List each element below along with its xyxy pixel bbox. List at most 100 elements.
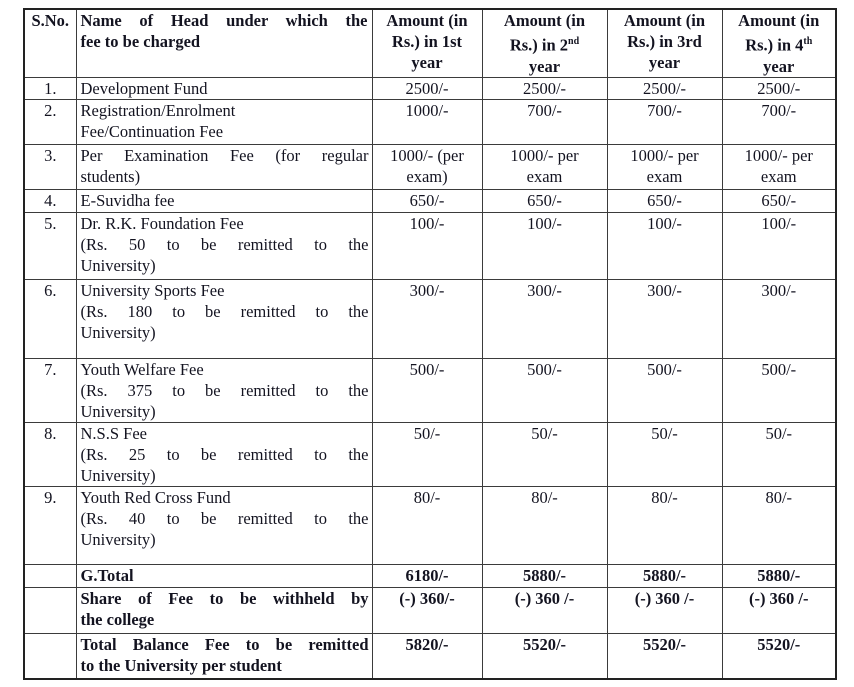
header-row: S.No. Name of Head under which the fee to… <box>23 8 837 78</box>
text-line: Rs.) in 4th <box>745 35 813 55</box>
cell-fee-head-name: Per Examination Fee (for regular students… <box>75 143 373 190</box>
header-amount-year4: Amount (in Rs.) in 4th year <box>721 8 837 78</box>
text-line: 700/- <box>647 100 682 120</box>
table-row: 1. Development Fund 2500/- 2500/- 2500/- 2500… <box>23 76 837 100</box>
text-line: 2500/- <box>405 78 449 98</box>
text-line: Fee/Continuation Fee <box>80 121 224 141</box>
cell-amount-year3: 1000/- per exam <box>606 143 723 190</box>
cell-amount-year1: 500/- <box>371 357 483 423</box>
text-line: 500/- <box>409 359 445 379</box>
text-line: exam <box>646 166 683 186</box>
text-line: the college <box>80 609 155 629</box>
cell-amount-year3: 5520/- <box>606 632 723 680</box>
cell-amount-year4: 300/- <box>721 278 837 359</box>
cell-serial-number: 2. <box>23 98 77 145</box>
cell-amount-year1: 100/- <box>371 211 483 280</box>
text-line: 80/- <box>651 487 678 507</box>
fee-table-body: 1. Development Fund 2500/- 2500/- 2500/- 2500… <box>23 76 837 680</box>
text-line: 5520/- <box>522 634 567 654</box>
text-line: 1000/- (per <box>390 145 464 165</box>
cell-fee-head-name: Youth Welfare Fee (Rs. 375 to be remitted… <box>75 357 373 423</box>
cell-amount-year3: 80/- <box>606 485 723 565</box>
text-line: 100/- <box>409 213 445 233</box>
cell-serial-number <box>23 563 77 588</box>
text-line: 2500/- <box>757 78 801 98</box>
text-line: University) <box>80 322 156 342</box>
table-row: G.Total 6180/- 5880/- 5880/- 5880/- <box>23 563 837 588</box>
text-line: 300/- <box>647 280 682 300</box>
cell-amount-year4: 100/- <box>721 211 837 280</box>
cell-amount-year3: 500/- <box>606 357 723 423</box>
text-line: 5520/- <box>642 634 687 654</box>
cell-serial-number: 6. <box>23 278 77 359</box>
cell-amount-year3: 50/- <box>606 421 723 487</box>
header-amount-year3: Amount (in Rs.) in 3rd year <box>606 8 723 78</box>
text-line: 650/- <box>527 190 562 210</box>
cell-amount-year2: 5880/- <box>481 563 608 588</box>
text-line: Amount (in <box>503 11 586 30</box>
text-line: (Rs. 25 to be remitted to the <box>80 444 369 464</box>
cell-amount-year2: 5520/- <box>481 632 608 680</box>
cell-amount-year4: 80/- <box>721 485 837 565</box>
table-row: 2. Registration/Enrolment Fee/Continuation… <box>23 98 837 145</box>
text-line: Rs.) in 2nd <box>509 35 580 55</box>
text-line: Development Fund <box>80 78 208 98</box>
text-line: (Rs. 50 to be remitted to the <box>80 234 369 254</box>
cell-amount-year2: 80/- <box>481 485 608 565</box>
text-line: to the University per student <box>80 655 282 675</box>
text-line: 5880/- <box>757 565 801 585</box>
text-line: Amount (in <box>738 11 820 30</box>
text-line: Youth Red Cross Fund <box>80 487 231 507</box>
text-line: Rs.) in 1st <box>391 32 463 51</box>
text-line: Rs.) in 3rd <box>627 32 702 51</box>
fee-structure-table: S.No. Name of Head under which the fee to… <box>23 8 837 680</box>
header-amount-year1: Amount (in Rs.) in 1st year <box>371 8 483 78</box>
text-line: 100/- <box>647 213 682 233</box>
text-line: 6180/- <box>405 565 449 585</box>
table-row: Share of Fee to be withheld by the colleg… <box>23 586 837 634</box>
text-line: 1000/- per <box>510 145 579 165</box>
text-line: 2500/- <box>642 78 687 98</box>
text-line: 5520/- <box>757 634 801 654</box>
table-row: Total Balance Fee to be remitted to the U… <box>23 632 837 680</box>
cell-amount-year1: 2500/- <box>371 76 483 100</box>
text-line: University) <box>80 401 156 421</box>
cell-amount-year1: 1000/- <box>371 98 483 145</box>
text-line: University) <box>80 255 156 275</box>
cell-serial-number: 7. <box>23 357 77 423</box>
cell-serial-number: 8. <box>23 421 77 487</box>
text-line: 5820/- <box>405 634 449 654</box>
cell-amount-year4: 5880/- <box>721 563 837 588</box>
cell-serial-number: 3. <box>23 143 77 190</box>
text-line: 5880/- <box>522 565 567 585</box>
cell-amount-year2: 50/- <box>481 421 608 487</box>
cell-fee-head-name: Youth Red Cross Fund (Rs. 40 to be remitt… <box>75 485 373 565</box>
cell-serial-number <box>23 632 77 680</box>
text-line: year <box>411 53 443 72</box>
text-line: (Rs. 375 to be remitted to the <box>80 380 369 400</box>
cell-amount-year1: 80/- <box>371 485 483 565</box>
cell-amount-year2: 300/- <box>481 278 608 359</box>
text-line: Name of Head under which the <box>80 11 368 30</box>
text-line: 100/- <box>761 213 797 233</box>
cell-amount-year1: 6180/- <box>371 563 483 588</box>
text-line: year <box>648 53 681 72</box>
text-line: 50/- <box>651 423 678 443</box>
text-line: G.Total <box>80 565 134 585</box>
cell-amount-year2: 500/- <box>481 357 608 423</box>
text-line: 50/- <box>413 423 441 443</box>
cell-amount-year4: 2500/- <box>721 76 837 100</box>
table-row: 3. Per Examination Fee (for regular studen… <box>23 143 837 190</box>
cell-amount-year4: 500/- <box>721 357 837 423</box>
text-line: 1000/- <box>405 100 449 120</box>
text-line: 700/- <box>761 100 797 120</box>
table-row: 7. Youth Welfare Fee (Rs. 375 to be remitt… <box>23 357 837 423</box>
cell-amount-year2: 2500/- <box>481 76 608 100</box>
text-line: 50/- <box>765 423 793 443</box>
text-line: 650/- <box>409 190 445 210</box>
cell-serial-number: 1. <box>23 76 77 100</box>
cell-fee-head-name: Development Fund <box>75 76 373 100</box>
text-line: 300/- <box>527 280 562 300</box>
cell-fee-head-name: Share of Fee to be withheld by the colleg… <box>75 586 373 634</box>
cell-serial-number: 4. <box>23 188 77 213</box>
